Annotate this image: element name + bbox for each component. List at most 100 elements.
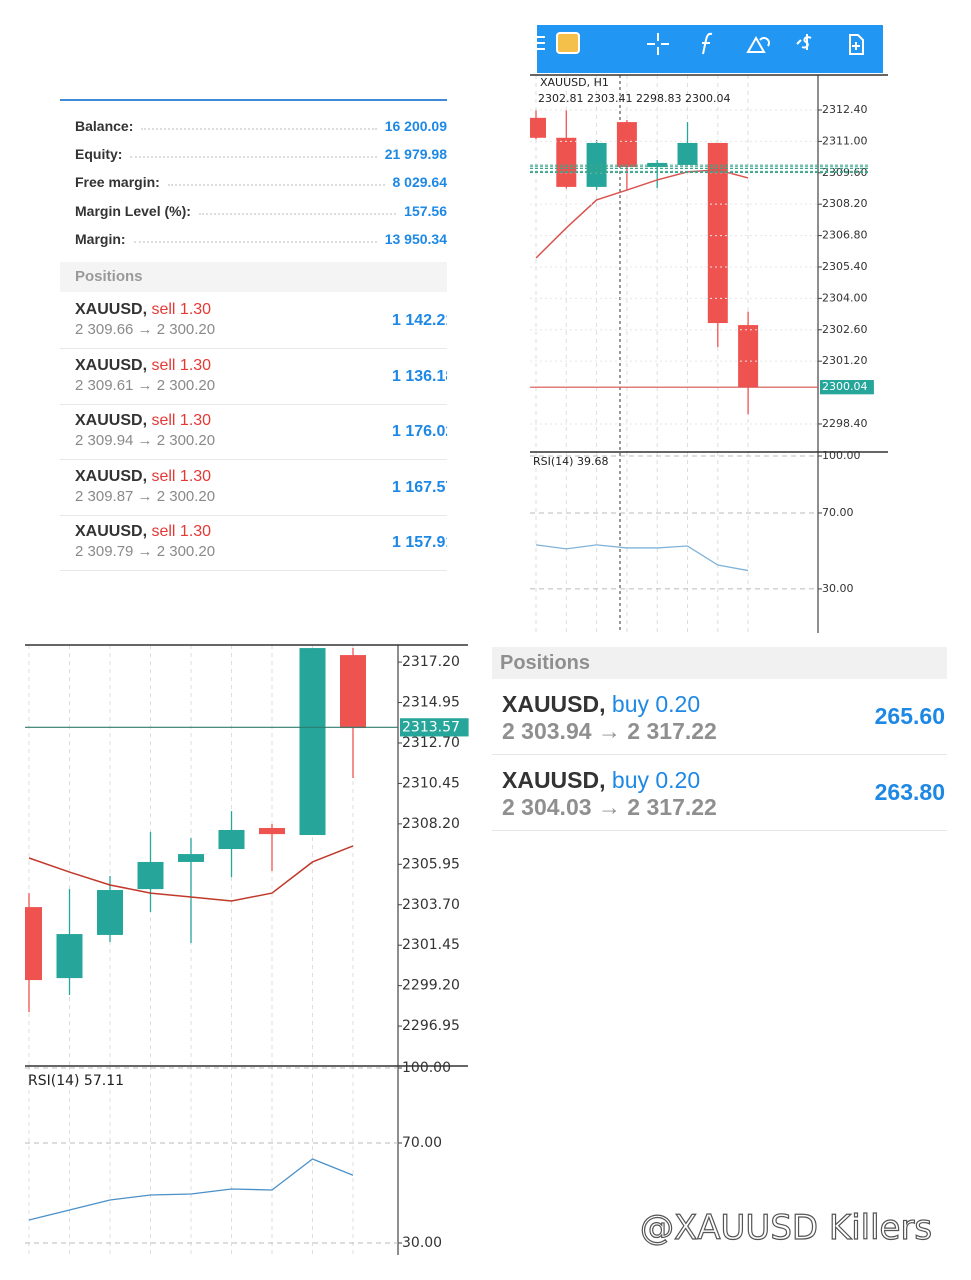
y-tick-label: 2301.45 — [402, 937, 460, 953]
symbol: XAUUSD, — [502, 691, 606, 717]
chart-title: XAUUSD, H1 — [540, 76, 609, 89]
y-tick-label: 2304.00 — [822, 291, 868, 304]
position-title: XAUUSD, sell 1.30 — [75, 357, 211, 375]
ma-line — [28, 845, 354, 902]
y-tick-label: 2310.45 — [402, 775, 460, 791]
account-panel: Balance: 16 200.09 Equity: 21 979.98 Free ma… — [60, 99, 447, 573]
app-icon[interactable] — [556, 32, 580, 54]
symbol: XAUUSD, — [75, 356, 148, 374]
symbol: XAUUSD, — [502, 767, 606, 793]
candle-body — [56, 934, 83, 979]
position-title: XAUUSD, buy 0.20 — [502, 767, 700, 794]
indicator-icon[interactable] — [702, 32, 713, 55]
objects-icon[interactable] — [746, 35, 770, 53]
side: sell 1.30 — [151, 301, 212, 318]
y-tick-label: 70.00 — [822, 506, 854, 519]
menu-icon[interactable] — [537, 36, 545, 50]
position-row: XAUUSD, sell 1.30 2 309.94 → 2 300.20 1 17… — [60, 404, 447, 460]
account-value: 13 950.34 — [384, 231, 447, 247]
candle-body — [530, 117, 546, 138]
leader — [133, 241, 377, 243]
candle-body — [616, 122, 637, 167]
y-tick-label: 2317.20 — [402, 654, 460, 670]
profit: 1 176.02 — [392, 423, 447, 440]
leader — [141, 128, 377, 130]
chart-title: RSI(14) 39.68 — [533, 455, 608, 468]
symbol: XAUUSD, — [75, 412, 148, 429]
y-tick-label: 30.00 — [822, 582, 854, 595]
position-row: XAUUSD, buy 0.20 2 303.94 → 2 317.22 265.6… — [492, 679, 947, 755]
profit: 1 157.91 — [392, 534, 447, 551]
position-title: XAUUSD, sell 1.30 — [75, 301, 211, 319]
profit: 1 167.57 — [392, 478, 447, 496]
chart-title: RSI(14) 57.11 — [28, 1073, 124, 1089]
account-row: Balance: 16 200.09 — [75, 115, 447, 137]
prices: 2 309.61 → 2 300.20 — [75, 376, 216, 394]
leader — [130, 156, 377, 158]
symbol: XAUUSD, — [75, 301, 148, 318]
side: buy 0.20 — [611, 767, 701, 793]
current-price-box — [820, 380, 874, 395]
side: sell 1.30 — [151, 523, 212, 540]
account-value: 157.56 — [404, 203, 447, 219]
y-tick-label: 2309.60 — [822, 166, 868, 179]
position-title: XAUUSD, sell 1.30 — [75, 468, 211, 486]
prices: 2 309.79 → 2 300.20 — [75, 543, 216, 560]
y-tick-label: 2314.95 — [402, 695, 460, 711]
prices: 2 309.66 → 2 300.20 — [75, 321, 216, 338]
side: sell 1.30 — [151, 412, 212, 429]
trade-icon[interactable] — [796, 34, 812, 50]
new-order-icon[interactable] — [849, 34, 864, 55]
candle-body — [556, 137, 577, 187]
chart-subtitle: 2302.81 2303.41 2298.83 2300.04 — [538, 92, 730, 105]
prices: 2 303.94 → 2 317.22 — [502, 718, 717, 744]
account-value: 21 979.98 — [384, 146, 447, 162]
y-tick-label: 2305.40 — [822, 260, 868, 273]
account-label: Balance: — [75, 118, 134, 134]
crosshair-icon[interactable] — [647, 33, 669, 55]
y-tick-label: 2298.40 — [822, 417, 868, 430]
current-price-box — [400, 718, 469, 737]
profit: 263.80 — [874, 779, 945, 805]
y-tick-label: 2299.20 — [402, 978, 460, 994]
symbol: XAUUSD, — [75, 467, 148, 485]
y-tick-label: 2308.20 — [402, 816, 460, 832]
side: buy 0.20 — [611, 691, 701, 717]
candle-body — [218, 829, 245, 850]
candle-body — [677, 142, 698, 165]
y-tick-label: 70.00 — [402, 1135, 442, 1151]
y-tick-label: 30.00 — [402, 1235, 442, 1251]
candle-body — [340, 655, 366, 729]
account-row: Margin Level (%): 157.56 — [75, 200, 447, 222]
y-tick-label: 2296.95 — [402, 1018, 460, 1034]
candle-body — [738, 325, 759, 388]
prices: 2 304.03 → 2 317.22 — [502, 794, 717, 820]
rsi-line — [28, 1158, 354, 1221]
side: sell 1.30 — [151, 356, 212, 374]
positions-panel: Positions XAUUSD, buy 0.20 2 303.94 → 2 3… — [492, 647, 947, 831]
y-tick-label: 2305.95 — [402, 856, 460, 872]
account-row: Free margin: 8 029.64 — [75, 171, 447, 193]
candle-body — [25, 907, 42, 981]
account-label: Equity: — [75, 146, 123, 162]
prices: 2 309.87 → 2 300.20 — [75, 487, 216, 505]
account-value: 8 029.64 — [392, 174, 448, 190]
positions-header: Positions — [492, 647, 947, 679]
position-title: XAUUSD, buy 0.20 — [502, 691, 700, 718]
leader — [198, 213, 397, 215]
plot-area — [25, 645, 366, 1066]
side: sell 1.30 — [151, 467, 212, 485]
watermark: @XAUUSD Killers — [639, 1207, 932, 1248]
account-value: 16 200.09 — [384, 118, 447, 134]
symbol: XAUUSD, — [75, 523, 148, 540]
candle-body — [97, 890, 123, 935]
account-label: Margin: — [75, 231, 126, 247]
leader — [167, 184, 385, 186]
position-title: XAUUSD, sell 1.30 — [75, 412, 211, 430]
position-row: XAUUSD, sell 1.30 2 309.66 → 2 300.20 1 14… — [60, 293, 447, 349]
candle-body — [707, 142, 728, 324]
account-label: Margin Level (%): — [75, 203, 191, 219]
candle-body — [137, 861, 164, 890]
